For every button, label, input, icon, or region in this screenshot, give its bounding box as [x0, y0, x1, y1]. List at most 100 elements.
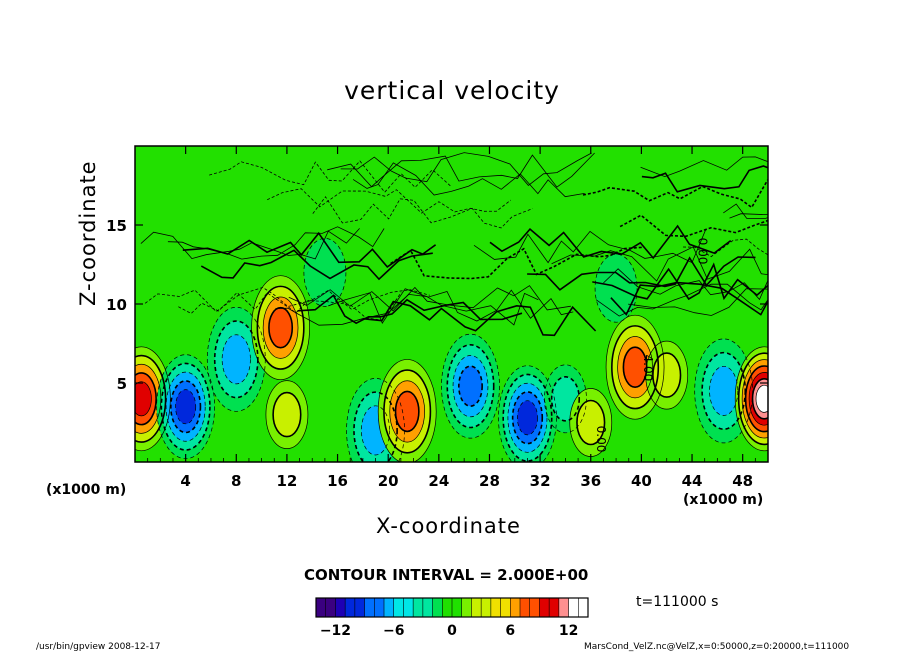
x-tick-label-2: 12: [276, 472, 297, 490]
contour-line-14-1: [734, 346, 768, 452]
time-label: t=111000 s: [636, 594, 719, 610]
contour-line-14-5: [748, 372, 768, 426]
contour-line-8-1: [498, 365, 557, 462]
colorbar-tick-label-2: 0: [447, 623, 457, 639]
contour-line-6-4: [394, 390, 420, 433]
contour-squiggle-8: [595, 283, 768, 317]
field-cell-10-2: [576, 400, 605, 445]
contour-squiggle-1: [312, 196, 533, 229]
contour-squiggle-12: [297, 294, 523, 325]
contour-line-7-2: [446, 344, 495, 429]
contour-squiggle-26: [729, 213, 768, 219]
contour-line-1-2: [160, 362, 211, 451]
contour-line-3-4: [268, 306, 294, 349]
x-tick-label-9: 40: [631, 472, 652, 490]
contour-squiggle-31: [288, 285, 571, 312]
field-cell-7-4: [458, 366, 483, 407]
contour-line-5-2: [353, 391, 398, 462]
contour-line-15-1: [303, 238, 347, 307]
contour-line-3-3: [262, 296, 299, 359]
x-tick-label-3: 16: [327, 472, 348, 490]
contour-line-4-1: [265, 380, 309, 449]
contour-line-12-2: [652, 352, 682, 398]
contour-line-14-3: [741, 359, 768, 439]
contour-line-13-2: [701, 351, 747, 430]
contour-squiggle-0: [489, 224, 732, 260]
field-cell-13-3: [709, 366, 738, 416]
field-cell-1-5: [175, 389, 196, 424]
colorbar-swatch-8: [393, 598, 404, 617]
field-cell-11-4: [623, 347, 647, 388]
contour-label-group: 0.00 4.00 0.00: [594, 238, 709, 453]
contour-line-11-1: [605, 314, 665, 420]
colorbar-swatch-12: [432, 598, 443, 617]
field-cell-14-7: [756, 385, 768, 413]
colorbar-swatch-17: [481, 598, 492, 617]
contour-squiggle-17: [267, 188, 512, 214]
colorbar-swatch-3: [345, 598, 356, 617]
contour-line-16-1: [594, 253, 638, 323]
x-tick-label-10: 44: [682, 472, 703, 490]
colorbar-swatch-4: [354, 598, 366, 617]
colorbar-swatch-27: [578, 598, 589, 617]
colorbar-swatch-15: [461, 598, 472, 617]
contour-line-1-5: [175, 389, 197, 425]
colorbar-swatch-7: [384, 598, 395, 617]
colorbar-tick-label-0: −12: [320, 623, 351, 639]
colorbar-tick-label-3: 6: [505, 623, 515, 639]
contour-line-11-3: [617, 336, 653, 399]
contour-field: [135, 146, 768, 462]
colorbar-swatch-14: [452, 598, 463, 617]
colorbar-swatch-26: [568, 598, 579, 617]
contour-squiggle-30: [641, 165, 768, 193]
contour-squiggle-15: [592, 262, 768, 301]
footer-program: /usr/bin/gpview 2008-12-17: [36, 642, 161, 652]
field-cell-3-4: [268, 307, 293, 348]
contour-line-7-3: [452, 355, 489, 418]
contour-line-8-3: [507, 382, 548, 453]
contour-line-8-2: [502, 373, 553, 462]
contour-squiggle-18: [200, 249, 433, 281]
footer-source: MarsCond_VelZ.nc@VelZ,x=0:50000,z=0:2000…: [584, 642, 850, 652]
colorbar-swatch-2: [335, 598, 346, 617]
contour-line-7-1: [441, 333, 500, 439]
colorbar-swatch-16: [471, 598, 482, 617]
contour-line-5-3: [361, 405, 391, 456]
y-tick-label-0: 5: [117, 375, 127, 393]
colorbar-swatch-18: [490, 598, 502, 617]
contour-lines: [135, 152, 768, 462]
contour-line-3-2: [256, 285, 305, 370]
colorbar-swatch-5: [364, 598, 375, 617]
colorbar-swatch-13: [442, 598, 453, 617]
x-unit-left: (x1000 m): [46, 482, 127, 498]
contour-squiggle-27: [610, 281, 768, 316]
x-tick-label-0: 4: [180, 472, 190, 490]
contour-line-8-4: [511, 391, 544, 445]
contour-squiggle-33: [619, 214, 768, 238]
colorbar-swatch-19: [500, 598, 511, 617]
field-cell-0-5: [135, 381, 152, 416]
field-cell-4-2: [273, 392, 301, 437]
y-tick-label-2: 15: [106, 217, 127, 235]
contour-line-7-4: [458, 365, 483, 407]
colorbar-swatch-25: [558, 598, 570, 617]
contour-line-0-1: [135, 346, 171, 452]
field-cell-6-4: [395, 391, 419, 432]
colorbar-tick-label-4: 12: [559, 623, 578, 639]
x-axis-title: X-coordinate: [376, 514, 521, 538]
colorbar-swatch-1: [325, 598, 336, 617]
contour-line-11-2: [611, 325, 660, 410]
contour-line-11-4: [622, 346, 648, 389]
contour-squiggle-14: [640, 156, 768, 178]
colorbar-tick-label-1: −6: [383, 623, 404, 639]
contour-line-2-3: [221, 334, 251, 385]
field-cell-15-1: [303, 238, 346, 307]
colorbar-swatch-24: [549, 598, 560, 617]
contour-squiggle-25: [209, 160, 451, 193]
contour-squiggle-32: [140, 228, 360, 260]
contour-line-6-3: [389, 380, 425, 443]
contour-squiggle-10: [352, 162, 585, 198]
y-tick-label-1: 10: [106, 296, 127, 314]
contour-line-14-2: [737, 352, 768, 446]
